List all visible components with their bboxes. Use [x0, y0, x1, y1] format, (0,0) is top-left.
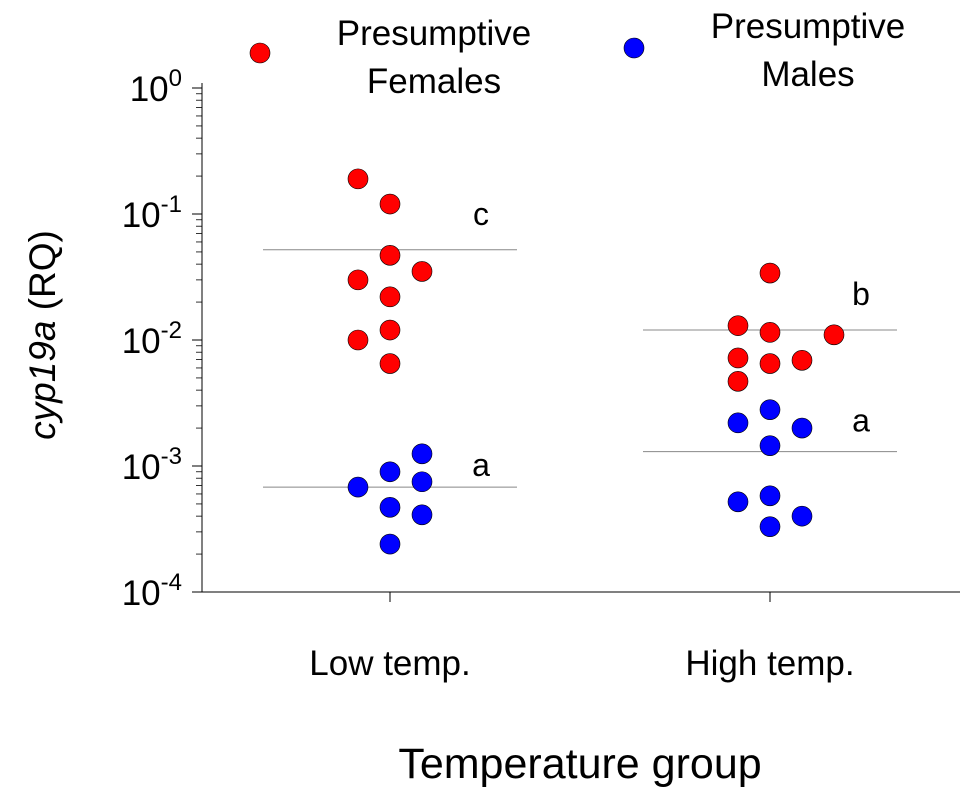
- y-tick-label: 10-2: [122, 317, 182, 361]
- data-point: [759, 322, 781, 343]
- data-point: [759, 399, 781, 420]
- y-tick-label: 10-3: [122, 443, 182, 487]
- data-point: [347, 329, 369, 351]
- data-point: [759, 435, 781, 456]
- significance-label: b: [852, 276, 870, 312]
- y-axis-title: cyp19a (RQ): [22, 230, 63, 440]
- data-point: [379, 461, 401, 483]
- legend-label-males-line1: Presumptive: [711, 7, 906, 46]
- data-point: [411, 443, 433, 465]
- y-axis-ticks: 100 10-1 10-2 10-3 10-4: [122, 65, 202, 613]
- significance-label: a: [852, 403, 870, 439]
- data-point: [759, 485, 781, 507]
- data-point: [379, 319, 401, 341]
- x-axis-title: Temperature group: [398, 740, 761, 788]
- data-point: [759, 262, 781, 284]
- data-point: [727, 371, 749, 392]
- y-tick-label: 10-1: [122, 191, 182, 235]
- data-point: [379, 353, 401, 374]
- data-point: [791, 350, 813, 371]
- legend-marker-males: [623, 37, 645, 59]
- x-axis-ticks: Low temp. High temp.: [309, 592, 855, 683]
- legend-marker-females: [249, 42, 271, 64]
- data-point: [347, 476, 369, 498]
- data-point: [411, 471, 433, 493]
- legend-label-females-line1: Presumptive: [337, 14, 532, 53]
- data-point: [727, 347, 749, 369]
- data-point: [347, 269, 369, 291]
- y-axis-title-italic: cyp19a: [22, 321, 63, 440]
- y-axis-title-rest: (RQ): [22, 230, 63, 320]
- x-tick-label: High temp.: [685, 644, 854, 683]
- y-tick-label: 10-4: [122, 569, 182, 613]
- y-tick-label: 100: [130, 65, 182, 109]
- data-point: [411, 504, 433, 526]
- data-points: [347, 168, 845, 555]
- significance-label: c: [473, 196, 489, 232]
- significance-label: a: [472, 447, 490, 483]
- data-point: [379, 193, 401, 215]
- data-point: [727, 315, 749, 336]
- legend-label-females-line2: Females: [367, 62, 501, 101]
- data-point: [791, 417, 813, 439]
- x-tick-label: Low temp.: [309, 644, 470, 683]
- data-point: [759, 516, 781, 537]
- legend: Presumptive Females Presumptive Males: [249, 7, 906, 101]
- data-point: [727, 491, 749, 513]
- data-point: [759, 353, 781, 374]
- data-point: [347, 168, 369, 190]
- data-point: [823, 324, 845, 346]
- data-point: [379, 497, 401, 518]
- data-point: [379, 533, 401, 555]
- significance-labels: c b a a: [472, 196, 870, 483]
- data-point: [727, 412, 749, 434]
- data-point: [379, 286, 401, 308]
- data-point: [379, 245, 401, 266]
- legend-label-males-line2: Males: [761, 55, 854, 94]
- data-point: [791, 505, 813, 527]
- data-point: [411, 261, 433, 282]
